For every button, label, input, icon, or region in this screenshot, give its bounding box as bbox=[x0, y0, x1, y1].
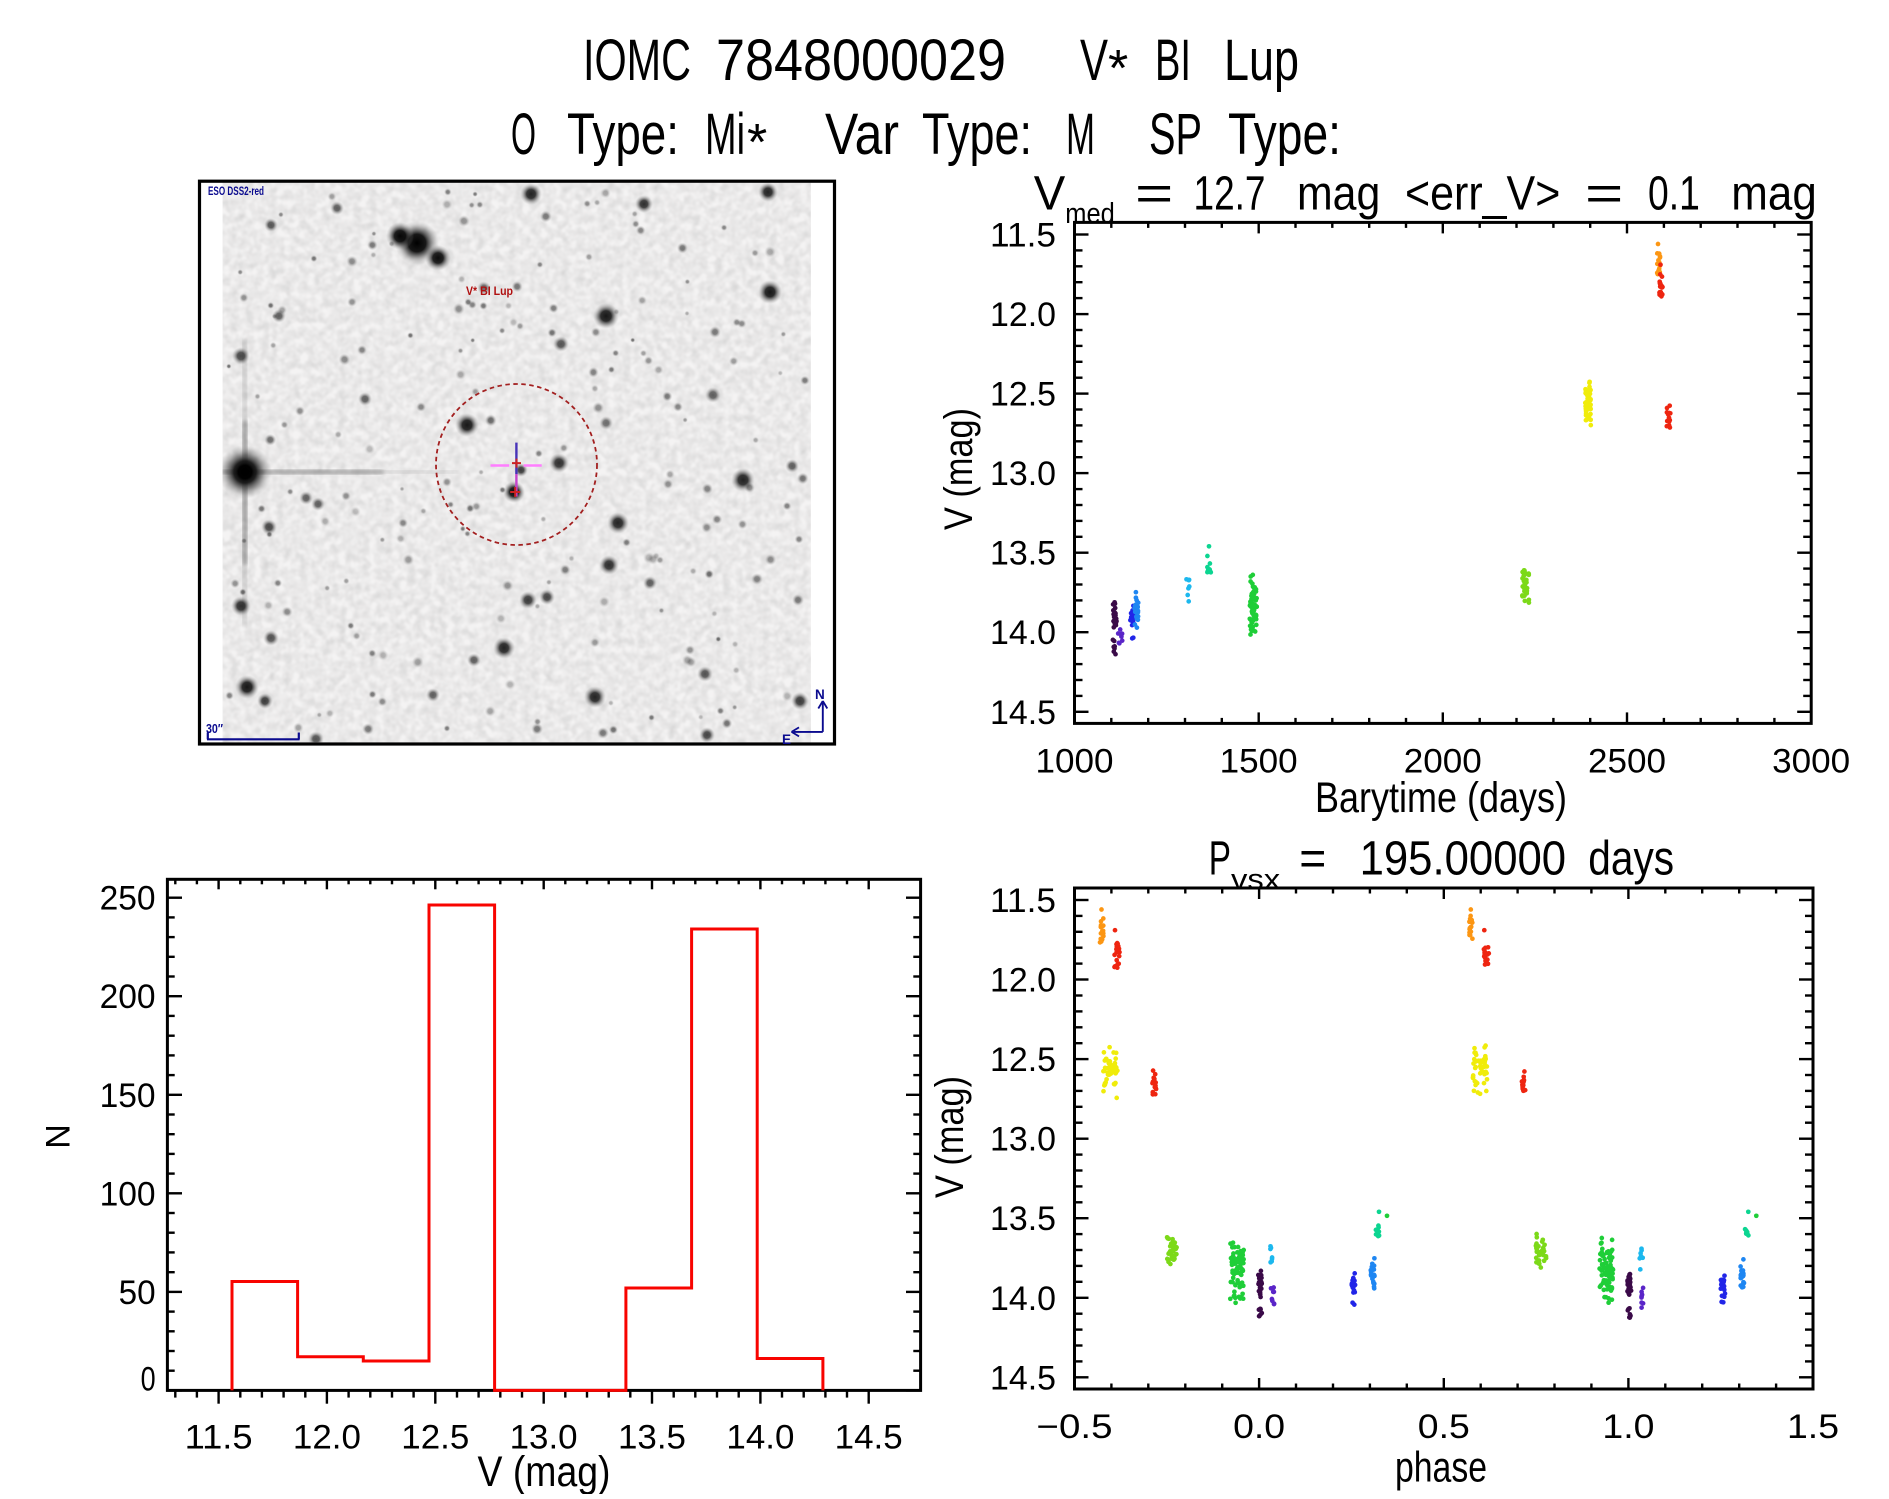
svg-text:Var: Var bbox=[825, 102, 899, 167]
svg-text:12.5: 12.5 bbox=[401, 1419, 469, 1457]
svg-text:P: P bbox=[1209, 833, 1231, 886]
svg-text:ESO DSS2-red: ESO DSS2-red bbox=[208, 186, 264, 198]
svg-text:O: O bbox=[511, 102, 536, 167]
svg-text:13.0: 13.0 bbox=[990, 455, 1056, 493]
svg-text:13.5: 13.5 bbox=[990, 535, 1056, 573]
svg-text:14.5: 14.5 bbox=[990, 694, 1056, 732]
svg-text:Lup: Lup bbox=[1224, 28, 1299, 93]
svg-text:200: 200 bbox=[100, 978, 156, 1016]
svg-text:1.5: 1.5 bbox=[1787, 1408, 1839, 1446]
svg-text:=: = bbox=[1299, 833, 1326, 886]
svg-text:11.5: 11.5 bbox=[990, 217, 1056, 255]
svg-text:0: 0 bbox=[141, 1360, 156, 1398]
svg-text:11.5: 11.5 bbox=[990, 882, 1056, 920]
svg-text:BI: BI bbox=[1155, 28, 1191, 93]
svg-text:−0.5: −0.5 bbox=[1037, 1408, 1113, 1446]
svg-text:0.1: 0.1 bbox=[1648, 168, 1700, 221]
svg-text:13.5: 13.5 bbox=[990, 1200, 1056, 1238]
svg-text:195.00000: 195.00000 bbox=[1360, 833, 1567, 886]
svg-text:12.0: 12.0 bbox=[293, 1419, 361, 1457]
svg-text:phase: phase bbox=[1395, 1445, 1487, 1492]
svg-text:*: * bbox=[747, 114, 767, 172]
svg-text:*: * bbox=[1108, 40, 1128, 98]
svg-text:1500: 1500 bbox=[1220, 743, 1298, 781]
svg-text:mag: mag bbox=[1731, 168, 1817, 221]
svg-text:2500: 2500 bbox=[1588, 743, 1666, 781]
svg-text:13.0: 13.0 bbox=[990, 1121, 1056, 1159]
svg-text:V: V bbox=[1080, 28, 1108, 93]
svg-text:12.5: 12.5 bbox=[990, 1041, 1056, 1079]
svg-text:V: V bbox=[1034, 168, 1066, 221]
svg-text:1.0: 1.0 bbox=[1602, 1408, 1654, 1446]
svg-text:30″: 30″ bbox=[206, 722, 223, 736]
svg-text:13.5: 13.5 bbox=[618, 1419, 686, 1457]
svg-text:<err_V>: <err_V> bbox=[1405, 168, 1560, 221]
svg-text:13.0: 13.0 bbox=[510, 1419, 578, 1457]
svg-text:1000: 1000 bbox=[1036, 743, 1114, 781]
svg-text:150: 150 bbox=[100, 1077, 156, 1115]
svg-text:M: M bbox=[1066, 102, 1095, 167]
svg-text:3000: 3000 bbox=[1772, 743, 1850, 781]
svg-text:2000: 2000 bbox=[1404, 743, 1482, 781]
svg-text:0.0: 0.0 bbox=[1233, 1408, 1285, 1446]
svg-text:V* BI Lup: V* BI Lup bbox=[466, 286, 513, 298]
svg-text:100: 100 bbox=[100, 1175, 156, 1213]
svg-text:14.5: 14.5 bbox=[990, 1359, 1056, 1397]
svg-text:Type:: Type: bbox=[922, 102, 1032, 167]
svg-text:14.0: 14.0 bbox=[990, 1280, 1056, 1318]
svg-text:12.0: 12.0 bbox=[990, 296, 1056, 334]
svg-text:E: E bbox=[782, 732, 791, 747]
svg-text:N: N bbox=[815, 687, 825, 702]
svg-text:14.0: 14.0 bbox=[990, 614, 1056, 652]
svg-text:days: days bbox=[1588, 833, 1674, 886]
svg-text:7848000029: 7848000029 bbox=[716, 28, 1006, 93]
svg-text:14.0: 14.0 bbox=[726, 1419, 794, 1457]
svg-text:Type:: Type: bbox=[567, 102, 679, 167]
svg-text:11.5: 11.5 bbox=[185, 1419, 253, 1457]
svg-text:0.5: 0.5 bbox=[1418, 1408, 1470, 1446]
svg-text:12.5: 12.5 bbox=[990, 376, 1056, 414]
svg-text:50: 50 bbox=[119, 1274, 156, 1312]
svg-text:Barytime (days): Barytime (days) bbox=[1315, 775, 1567, 822]
svg-text:12.0: 12.0 bbox=[990, 962, 1056, 1000]
svg-text:V (mag): V (mag) bbox=[478, 1449, 611, 1494]
svg-text:vsx: vsx bbox=[1231, 864, 1281, 896]
svg-text:12.7: 12.7 bbox=[1194, 168, 1266, 221]
svg-text:V (mag): V (mag) bbox=[928, 1076, 972, 1198]
svg-text:=: = bbox=[1585, 168, 1623, 221]
svg-text:mag: mag bbox=[1297, 168, 1380, 221]
svg-text:IOMC: IOMC bbox=[583, 28, 691, 93]
svg-text:250: 250 bbox=[100, 880, 156, 918]
svg-text:Type:: Type: bbox=[1228, 102, 1341, 167]
svg-text:SP: SP bbox=[1149, 102, 1202, 167]
svg-text:Mi: Mi bbox=[705, 102, 745, 167]
svg-text:=: = bbox=[1135, 168, 1173, 221]
svg-text:med: med bbox=[1065, 198, 1115, 230]
svg-text:V (mag): V (mag) bbox=[937, 408, 981, 530]
svg-text:N: N bbox=[40, 1124, 78, 1149]
svg-text:14.5: 14.5 bbox=[835, 1419, 903, 1457]
